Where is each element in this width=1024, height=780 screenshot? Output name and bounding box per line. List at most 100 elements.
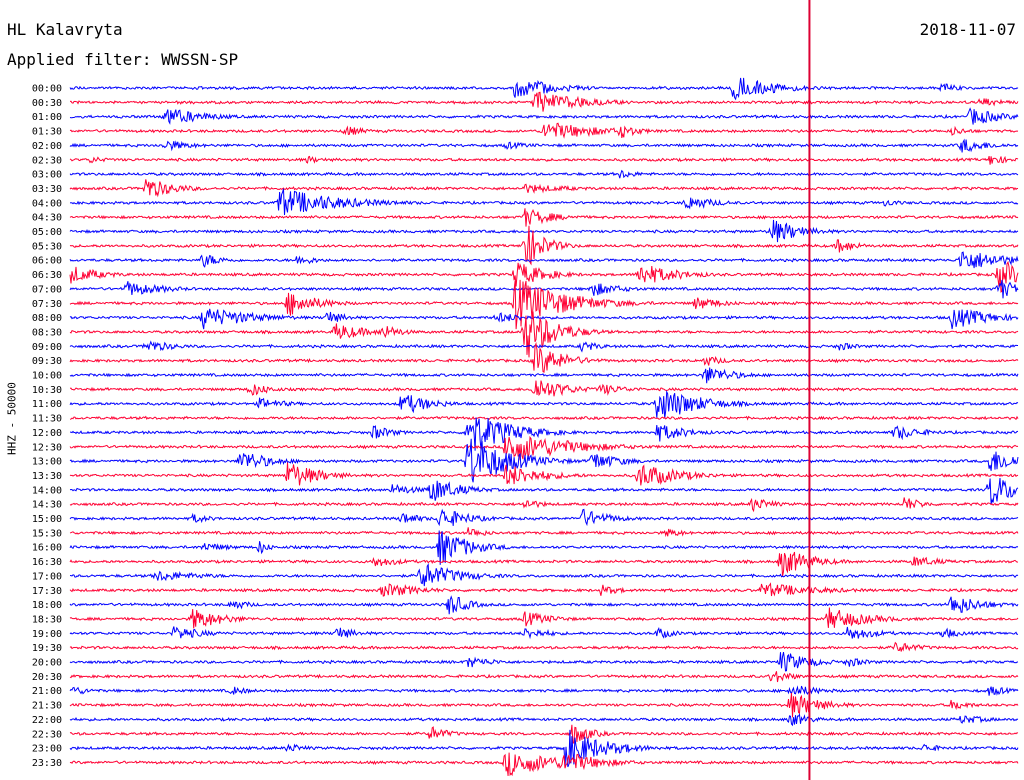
seismic-trace xyxy=(69,527,1019,538)
row-time-label: 09:30 xyxy=(32,356,62,367)
row-time-label: 23:30 xyxy=(32,758,62,769)
seismic-trace xyxy=(69,251,1019,269)
row-time-label: 18:30 xyxy=(32,614,62,625)
date-label: 2018-11-07 xyxy=(919,20,1016,39)
seismic-trace xyxy=(69,91,1019,112)
seismic-trace xyxy=(70,417,1019,451)
seismic-trace xyxy=(69,651,1019,672)
seismic-trace xyxy=(69,562,1019,587)
seismic-trace xyxy=(69,341,1019,374)
row-time-label: 03:30 xyxy=(32,184,62,195)
seismic-trace xyxy=(69,389,1019,419)
seismic-trace xyxy=(69,692,1019,718)
row-time-label: 21:30 xyxy=(32,701,62,712)
seismic-trace xyxy=(69,169,1019,179)
row-time-label: 00:30 xyxy=(32,98,62,109)
row-time-label: 06:00 xyxy=(32,256,62,267)
seismic-trace xyxy=(69,155,1019,165)
seismic-trace xyxy=(69,279,1019,330)
row-time-label: 13:30 xyxy=(32,471,62,482)
seismic-trace xyxy=(69,219,1019,243)
row-time-label: 06:30 xyxy=(32,270,62,281)
row-time-label: 15:00 xyxy=(32,514,62,525)
seismic-trace xyxy=(69,724,1019,744)
seismic-trace xyxy=(69,582,1019,597)
row-time-label: 16:30 xyxy=(32,557,62,568)
station-title: HL Kalavryta xyxy=(7,20,123,39)
row-time-label: 08:00 xyxy=(32,313,62,324)
row-time-label: 12:30 xyxy=(32,442,62,453)
row-time-label: 10:30 xyxy=(32,385,62,396)
row-time-label: 11:00 xyxy=(32,399,62,410)
row-time-label: 10:00 xyxy=(32,371,62,382)
row-time-label: 22:00 xyxy=(32,715,62,726)
seismic-trace xyxy=(69,671,1019,683)
seismic-trace xyxy=(69,340,1018,353)
seismic-trace xyxy=(69,77,1019,101)
row-time-label: 02:00 xyxy=(32,141,62,152)
seismic-trace xyxy=(69,530,1019,565)
seismic-trace xyxy=(69,138,1019,153)
seismic-trace xyxy=(69,641,1019,652)
seismic-trace xyxy=(69,435,1019,461)
row-time-label: 16:00 xyxy=(32,543,62,554)
row-time-label: 09:00 xyxy=(32,342,62,353)
row-time-label: 08:30 xyxy=(32,327,62,338)
seismic-trace xyxy=(69,551,1019,577)
seismic-trace xyxy=(69,260,1019,293)
row-time-label: 04:30 xyxy=(32,213,62,224)
filter-label: Applied filter: WWSSN-SP xyxy=(7,50,239,69)
row-time-label: 14:00 xyxy=(32,485,62,496)
seismic-trace xyxy=(69,438,1019,483)
row-time-label: 07:30 xyxy=(32,299,62,310)
seismic-trace xyxy=(69,380,1019,397)
seismic-trace xyxy=(69,497,1019,513)
row-time-label: 11:30 xyxy=(32,414,62,425)
seismic-trace xyxy=(69,308,1019,330)
seismic-trace xyxy=(69,188,1019,216)
row-time-label: 04:00 xyxy=(32,198,62,209)
row-time-label: 17:30 xyxy=(32,586,62,597)
row-time-label: 19:00 xyxy=(32,629,62,640)
seismic-trace xyxy=(69,367,1019,384)
row-time-label: 12:00 xyxy=(32,428,62,439)
row-time-label: 17:00 xyxy=(32,571,62,582)
seismic-trace xyxy=(69,685,1019,696)
seismic-trace xyxy=(69,626,1019,640)
seismic-trace xyxy=(69,713,1019,727)
row-time-label: 00:00 xyxy=(32,84,62,95)
row-time-label: 07:00 xyxy=(32,284,62,295)
seismic-trace xyxy=(69,607,1019,629)
seismic-trace xyxy=(69,225,1019,266)
seismic-trace xyxy=(69,415,1019,421)
row-time-label: 14:30 xyxy=(32,500,62,511)
row-time-label: 13:00 xyxy=(32,457,62,468)
seismic-trace xyxy=(69,122,1019,139)
row-time-label: 21:00 xyxy=(32,686,62,697)
row-time-label: 19:30 xyxy=(32,643,62,654)
seismic-trace xyxy=(69,729,1019,768)
seismic-trace xyxy=(69,179,1019,198)
row-time-label: 03:00 xyxy=(32,170,62,181)
seismic-trace xyxy=(69,462,1019,486)
seismic-trace xyxy=(69,752,1019,777)
row-time-label: 23:00 xyxy=(32,744,62,755)
row-time-label: 01:00 xyxy=(32,112,62,123)
row-time-label: 22:30 xyxy=(32,729,62,740)
row-time-label: 01:30 xyxy=(32,127,62,138)
seismic-trace xyxy=(69,208,1019,227)
seismic-trace xyxy=(69,311,1019,358)
row-time-label: 02:30 xyxy=(32,155,62,166)
row-time-label: 15:30 xyxy=(32,528,62,539)
seismic-trace xyxy=(69,595,1019,615)
row-time-label: 20:30 xyxy=(32,672,62,683)
row-time-label: 20:00 xyxy=(32,658,62,669)
row-time-label: 18:00 xyxy=(32,600,62,611)
seismic-trace xyxy=(69,477,1019,505)
seismic-trace xyxy=(69,279,1019,299)
row-time-label: 05:30 xyxy=(32,241,62,252)
seismic-trace xyxy=(69,107,1019,125)
row-time-label: 05:00 xyxy=(32,227,62,238)
seismic-trace xyxy=(69,508,1019,527)
